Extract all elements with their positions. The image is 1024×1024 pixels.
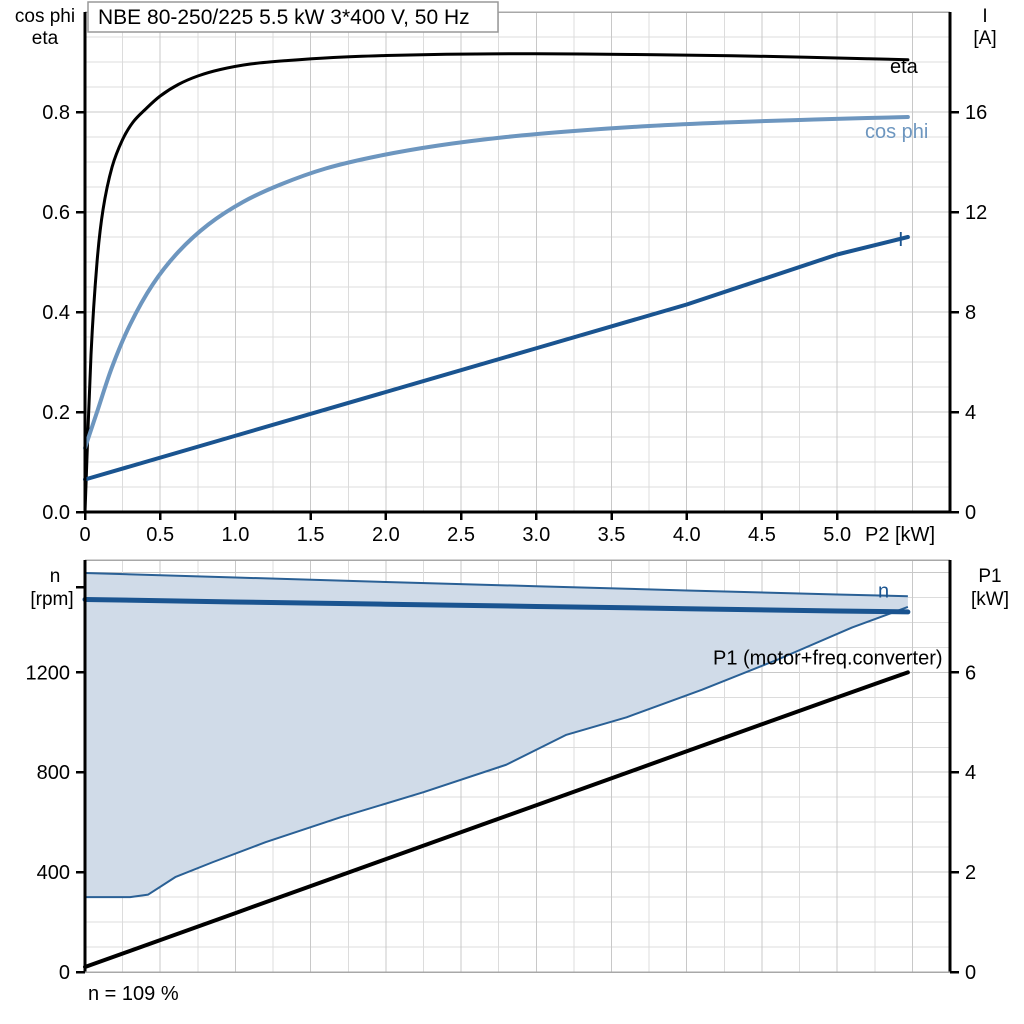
current-curve-label: I [898, 229, 904, 251]
top-x-tick-label: 1.0 [222, 524, 250, 546]
bottom-left-tick-label: 0 [59, 962, 70, 984]
top-left-tick-label: 0.0 [42, 502, 70, 524]
top-x-tick-label: 4.0 [673, 524, 701, 546]
speed-percentage-note: n = 109 % [88, 983, 179, 1005]
eta-curve-label: eta [890, 56, 919, 78]
cos-phi-curve-label: cos phi [865, 121, 928, 143]
top-x-tick-label: 4.5 [748, 524, 776, 546]
bottom-right-tick-label: 4 [965, 762, 976, 784]
x-axis-label: P2 [kW] [865, 524, 935, 546]
bottom-right-tick-label: 6 [965, 662, 976, 684]
current-curve [83, 235, 910, 482]
chart-title: NBE 80-250/225 5.5 kW 3*400 V, 50 Hz [98, 6, 470, 29]
top-x-tick-label: 2.5 [447, 524, 475, 546]
speed-envelope-area [85, 572, 908, 898]
top-right-tick-label: 12 [965, 202, 987, 224]
bottom-left-tick-label: 400 [37, 862, 70, 884]
top-left-tick-label: 0.8 [42, 102, 70, 124]
bottom-right-tick-label: 2 [965, 862, 976, 884]
top-left-axis-title-line1: cos phi [15, 6, 75, 27]
top-x-tick-label: 1.5 [297, 524, 325, 546]
top-left-tick-label: 0.2 [42, 402, 70, 424]
bottom-right-axis-title-line1: P1 [978, 566, 1001, 587]
top-x-tick-label: 2.0 [372, 524, 400, 546]
bottom-left-tick-label: 1200 [26, 662, 71, 684]
eta-curve [83, 52, 910, 514]
top-right-axis-title-line1: I [982, 6, 987, 27]
bottom-right-tick-label: 0 [965, 962, 976, 984]
bottom-left-axis-title-line2: [rpm] [30, 589, 73, 610]
top-chart: 0.0 0.2 0.4 0.6 0.8 0 4 8 12 16 0 0.5 1.0 1.5 2.0 2.5 3.… [15, 1, 997, 546]
top-left-tick-label: 0.4 [42, 302, 70, 324]
top-x-tick-label: 3.0 [522, 524, 550, 546]
top-x-tick-label: 5.0 [823, 524, 851, 546]
bottom-right-axis-title-line2: [kW] [971, 589, 1009, 610]
speed-curve-label: n [878, 580, 889, 602]
cos-phi-curve [83, 115, 910, 450]
top-left-tick-label: 0.6 [42, 202, 70, 224]
top-right-tick-label: 16 [965, 102, 987, 124]
envelope-upper-boundary [84, 571, 908, 598]
top-left-axis-title-line2: eta [32, 28, 59, 49]
top-right-axis-title-line2: [A] [973, 28, 996, 49]
top-right-tick-label: 4 [965, 402, 976, 424]
speed-curve [82, 596, 911, 615]
chart-title-box [87, 1, 499, 33]
top-right-tick-label: 0 [965, 502, 976, 524]
top-x-tick-label: 0.5 [146, 524, 174, 546]
bottom-left-tick-label: 800 [37, 762, 70, 784]
envelope-lower-boundary [85, 606, 909, 899]
top-x-tick-label: 3.5 [598, 524, 626, 546]
bottom-left-axis-title-line1: n [50, 566, 61, 587]
p1-curve-label: P1 (motor+freq.converter) [713, 647, 943, 669]
p1-curve [83, 670, 910, 970]
top-right-tick-label: 8 [965, 302, 976, 324]
top-x-tick-label: 0 [79, 524, 90, 546]
